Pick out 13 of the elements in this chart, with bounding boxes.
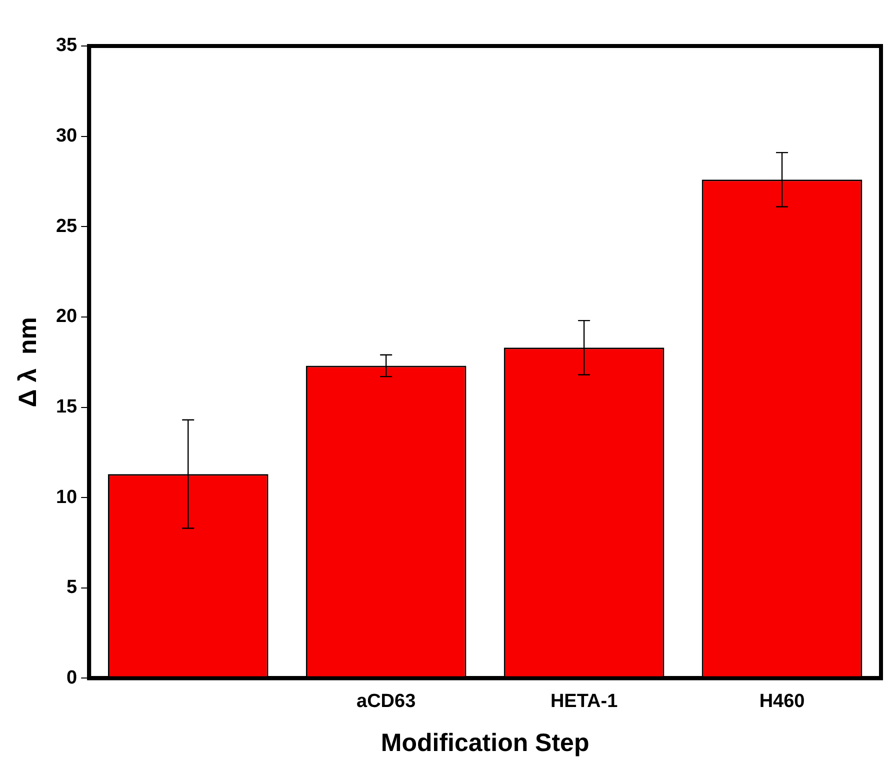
y-tick-label: 0: [66, 667, 78, 688]
x-tick-label: HETA-1: [550, 690, 618, 712]
y-tick-label: 15: [56, 396, 78, 418]
y-tick-label: 30: [56, 126, 78, 147]
y-tick-label: 35: [56, 35, 78, 56]
y-tick-label: 10: [56, 486, 78, 508]
y-tick-label: 20: [56, 306, 78, 328]
y-axis-title: Δ λ nm: [14, 316, 42, 408]
x-axis-title: Modification Step: [380, 728, 590, 757]
y-tick-label: 5: [66, 577, 78, 598]
y-tick-label: 25: [56, 216, 78, 237]
x-tick-label: H460: [759, 690, 805, 712]
x-tick-label: aCD63: [356, 690, 416, 712]
